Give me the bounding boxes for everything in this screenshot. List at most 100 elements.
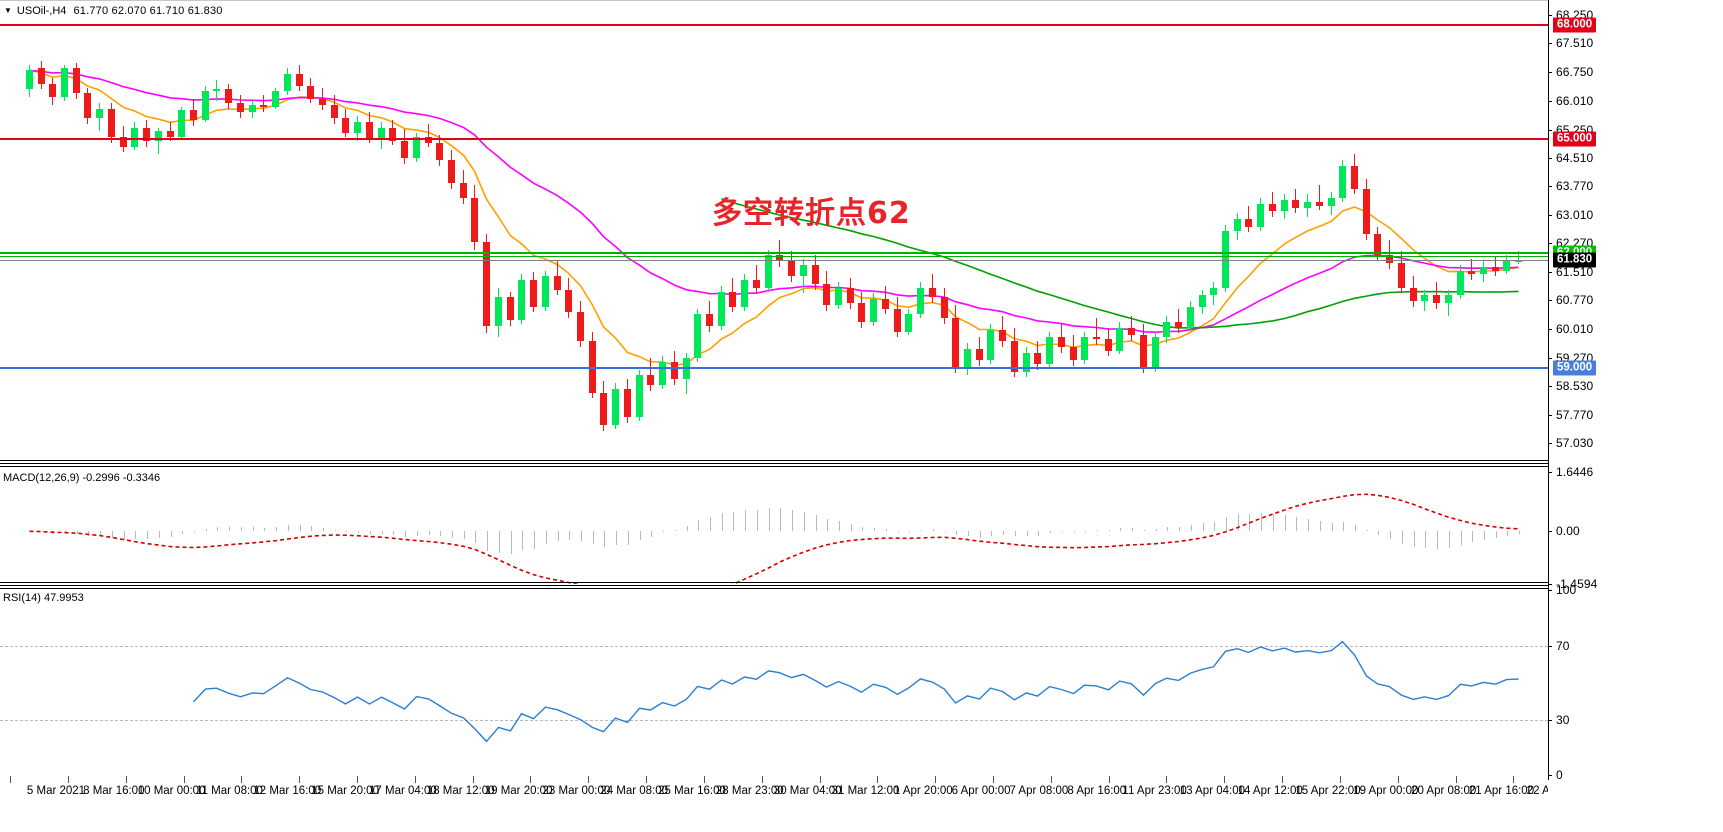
macd-histogram-bar [990,531,992,536]
symbol-label: USOil-,H4 [16,5,67,17]
macd-histogram-bar [955,531,957,536]
price-tick [1548,214,1552,216]
rsi-tick [1548,590,1552,591]
macd-histogram-bar [287,524,289,532]
macd-histogram-bar [932,529,934,532]
time-tick [819,776,821,783]
macd-histogram-bar [1319,521,1321,532]
price-plot-area[interactable] [0,1,1548,457]
macd-histogram-bar [474,531,476,544]
price-tick [1548,414,1552,416]
price-badge-59.000[interactable]: 59.000 [1553,360,1597,376]
macd-histogram-bar [134,531,136,540]
rsi-overbought-line [0,645,1548,647]
macd-histogram-bar [1190,524,1192,532]
macd-histogram-bar [76,531,78,534]
macd-histogram-bar [873,528,875,532]
time-tick-label: 28 Mar 23:00 [715,785,784,797]
time-tick-label: 10 Mar 00:00 [137,785,206,797]
macd-histogram-bar [1506,531,1508,536]
time-tick-label: 24 Mar 08:00 [600,785,669,797]
macd-histogram-bar [510,531,512,555]
time-tick-label: 15 Apr 22:00 [1295,785,1361,797]
chart-header: ▼ USOil-,H4 61.770 62.070 61.710 61.830 [4,4,223,18]
macd-histogram-bar [944,530,946,532]
macd-histogram-bar [1108,529,1110,532]
macd-histogram-bar [1413,531,1415,548]
macd-histogram-bar [1295,516,1297,532]
price-badge-61.830[interactable]: 61.830 [1553,252,1597,268]
macd-histogram-bar [357,531,359,533]
macd-histogram-bar [803,511,805,532]
macd-histogram-bar [486,531,488,552]
rsi-tick [1548,719,1552,721]
macd-histogram-bar [1014,531,1016,537]
macd-histogram-bar [568,531,570,541]
macd-histogram-bar [1037,531,1039,536]
macd-tick-label: 0.00 [1556,524,1580,539]
window-top-edge [0,0,1723,1]
macd-histogram-bar [1366,530,1368,532]
time-tick [935,776,937,783]
macd-histogram-bar [111,531,113,539]
macd-tick-label: 1.6446 [1556,465,1594,479]
panel-separator-2b [0,585,1723,586]
level-line-resistance-65 [0,138,1548,141]
time-tick-label: 7 Apr 08:00 [1009,785,1069,797]
time-tick-label: 5 Mar 2021 [26,785,86,797]
macd-histogram-bar [1448,531,1450,548]
price-tick-label: 60.770 [1556,293,1594,308]
triangle-down-icon[interactable]: ▼ [4,6,12,15]
price-tick-label: 66.010 [1556,93,1594,108]
price-scale[interactable]: 68.250 67.510 66.750 66.010 65.250 64.510 63.7… [1548,0,1723,832]
time-tick [356,776,358,783]
macd-histogram-bar [1331,523,1333,532]
time-tick-label: 25 Mar 16:00 [658,785,726,797]
time-tick-label: 19 Mar 20:00 [484,785,553,797]
macd-histogram-bar [1436,531,1438,549]
macd-histogram-bar [1401,531,1403,544]
macd-histogram-bar [381,531,383,535]
macd-histogram-bar [1483,531,1485,540]
price-tick [1548,43,1552,45]
rsi-tick [1548,775,1552,776]
time-tick [299,776,301,783]
time-tick [1224,776,1226,783]
price-tick [1548,185,1552,187]
price-tick-label: 58.530 [1556,378,1594,393]
annotation-text: 多空转折点62 [712,196,911,231]
macd-histogram-bar [545,531,547,545]
macd-histogram-bar [205,529,207,532]
time-tick-label: 21 Apr 16:00 [1468,785,1535,797]
macd-histogram-bar [428,531,430,536]
macd-histogram-bar [416,531,418,536]
level-line-resistance-68 [0,23,1548,26]
price-badge-68.000[interactable]: 68.000 [1553,17,1597,33]
macd-plot-area[interactable] [0,472,1548,584]
price-tick [1548,329,1552,331]
price-tick [1548,385,1552,387]
rsi-tick [1548,645,1552,647]
time-axis[interactable]: 5 Mar 2021 8 Mar 16:00 10 Mar 00:00 11 Mar … [0,776,1723,832]
time-tick-label: 13 Apr 04:00 [1179,785,1246,797]
macd-histogram-bar [603,531,605,548]
macd-histogram-bar [1342,522,1344,532]
macd-tick [1548,531,1552,533]
macd-histogram-bar [123,531,125,541]
time-tick-label: 14 Apr 12:00 [1237,785,1303,797]
price-badge-65.000[interactable]: 65.000 [1553,131,1597,147]
rsi-plot-area[interactable] [0,590,1548,775]
macd-histogram-bar [1518,531,1520,535]
macd-histogram-bar [463,531,465,540]
macd-histogram-bar [815,514,817,532]
time-tick [1513,776,1515,783]
macd-histogram-bar [193,531,195,533]
time-tick [183,776,185,783]
time-tick-label: 17 Mar 04:00 [369,785,437,797]
macd-histogram-bar [791,510,793,532]
time-tick [472,776,474,783]
macd-label: MACD(12,26,9) -0.2996 -0.3346 [3,472,161,484]
macd-histogram-bar [1002,531,1004,535]
macd-tick [1548,472,1552,473]
macd-histogram-bar [627,531,629,545]
